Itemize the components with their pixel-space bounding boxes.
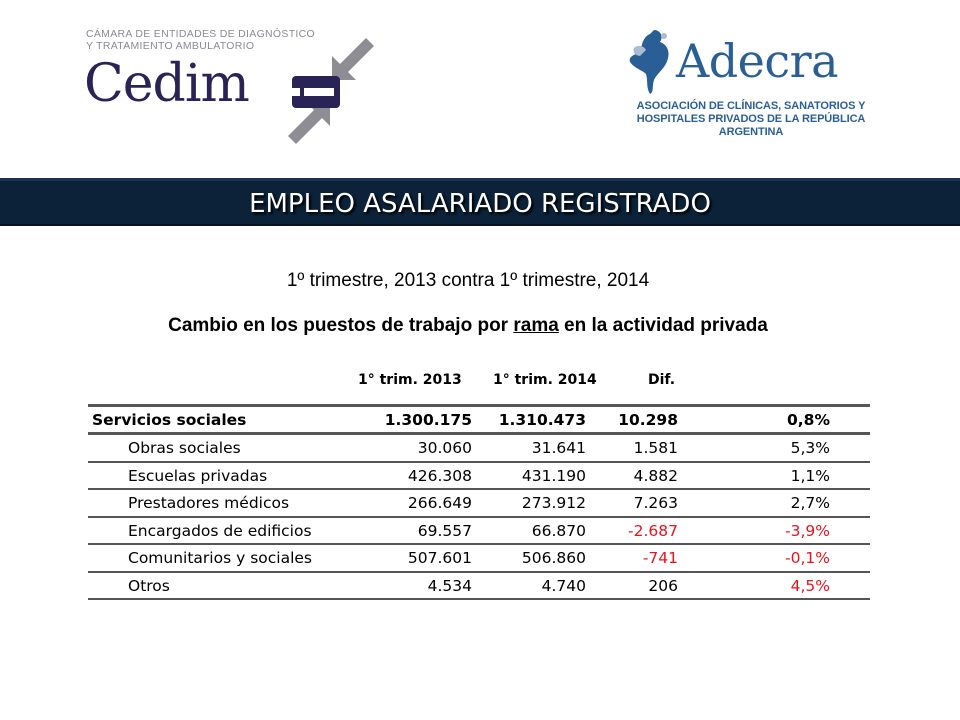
value-pct: -3,9% [785, 521, 830, 540]
cedim-subtitle-line1: CÁMARA DE ENTIDADES DE DIAGNÓSTICO [86, 28, 315, 40]
period-subtitle: 1º trimestre, 2013 contra 1º trimestre, … [286, 270, 650, 291]
value-2013: 30.060 [417, 439, 472, 457]
table-total-row: Servicios sociales 1.300.175 1.310.473 10.2… [88, 407, 870, 435]
adecra-logo: Adecra ASOCIACIÓN DE CLÍNICAS, SANATORIO… [606, 28, 906, 138]
row-label: Comunitarios y sociales [128, 549, 313, 567]
table-heading: Cambio en los puestos de trabajo por ram… [0, 315, 936, 337]
adecra-subtitle-line2: HOSPITALES PRIVADOS DE LA REPÚBLICA ARGE… [636, 113, 866, 138]
value-pct: 2,7% [790, 494, 830, 512]
value-dif: -741 [642, 549, 678, 567]
table-row: Encargados de edificios 69.557 66.870 -2.68… [88, 518, 870, 545]
table-row: Obras sociales 30.060 31.641 1.581 5,3% [88, 435, 870, 463]
heading-text-underlined: rama [513, 315, 559, 336]
table-row: Escuelas privadas 426.308 431.190 4.882 1,1% [88, 463, 870, 490]
value-pct: 0,8% [787, 411, 830, 429]
cedim-arrows-icon [288, 38, 374, 144]
row-label: Servicios sociales [92, 411, 247, 429]
table-top-border [88, 404, 870, 407]
value-pct: 4,5% [790, 576, 830, 595]
cedim-wordmark: Cedim [84, 54, 250, 114]
heading-text-before: Cambio en los puestos de trabajo por [168, 315, 514, 336]
value-2014: 431.190 [521, 466, 586, 485]
value-pct: 1,1% [790, 466, 830, 485]
adecra-figure-icon [629, 30, 669, 94]
column-header-2013: 1° trim. 2013 [358, 372, 462, 388]
row-label: Escuelas privadas [128, 466, 268, 485]
value-2013: 69.557 [417, 521, 472, 540]
value-2014: 506.860 [521, 549, 586, 567]
cedim-subtitle-line2: Y TRATAMIENTO AMBULATORIO [86, 40, 255, 52]
value-2013: 1.300.175 [384, 411, 472, 429]
row-label: Obras sociales [128, 439, 241, 457]
adecra-subtitle: ASOCIACIÓN DE CLÍNICAS, SANATORIOS Y HOS… [606, 100, 896, 139]
value-2014: 273.912 [521, 494, 586, 512]
table-row: Prestadores médicos 266.649 273.912 7.263 2,… [88, 490, 870, 518]
adecra-wordmark: Adecra [676, 34, 839, 88]
value-dif: 4.882 [633, 466, 678, 485]
banner-title: EMPLEO ASALARIADO REGISTRADO [249, 189, 711, 219]
table-row: Otros 4.534 4.740 206 4,5% [88, 573, 870, 600]
value-2013: 4.534 [427, 576, 472, 595]
title-banner: EMPLEO ASALARIADO REGISTRADO [0, 178, 960, 226]
value-pct: -0,1% [785, 549, 830, 567]
column-header-dif: Dif. [648, 372, 676, 388]
value-dif: 7.263 [633, 494, 678, 512]
value-dif: -2.687 [628, 521, 678, 540]
row-label: Prestadores médicos [128, 494, 290, 512]
value-2014: 4.740 [541, 576, 586, 595]
value-2014: 31.641 [531, 439, 586, 457]
table-body: Servicios sociales 1.300.175 1.310.473 10.2… [88, 407, 870, 600]
value-2014: 66.870 [531, 521, 586, 540]
value-dif: 10.298 [618, 411, 678, 429]
employment-table: Servicios sociales 1.300.175 1.310.473 10.2… [88, 404, 870, 600]
value-dif: 1.581 [633, 439, 678, 457]
value-2013: 507.601 [407, 549, 472, 567]
row-label: Otros [128, 576, 170, 595]
cedim-subtitle: CÁMARA DE ENTIDADES DE DIAGNÓSTICO Y TRA… [86, 28, 315, 52]
value-2013: 426.308 [407, 466, 472, 485]
row-label: Encargados de edificios [128, 521, 312, 540]
value-pct: 5,3% [790, 439, 830, 457]
value-dif: 206 [648, 576, 678, 595]
value-2013: 266.649 [407, 494, 472, 512]
heading-text-after: en la actividad privada [558, 315, 768, 336]
table-row: Comunitarios y sociales 507.601 506.860 -74… [88, 545, 870, 573]
value-2014: 1.310.473 [498, 411, 586, 429]
column-header-2014: 1° trim. 2014 [493, 372, 597, 388]
adecra-subtitle-line1: ASOCIACIÓN DE CLÍNICAS, SANATORIOS Y [636, 100, 866, 112]
cedim-logo: CÁMARA DE ENTIDADES DE DIAGNÓSTICO Y TRA… [84, 28, 376, 146]
